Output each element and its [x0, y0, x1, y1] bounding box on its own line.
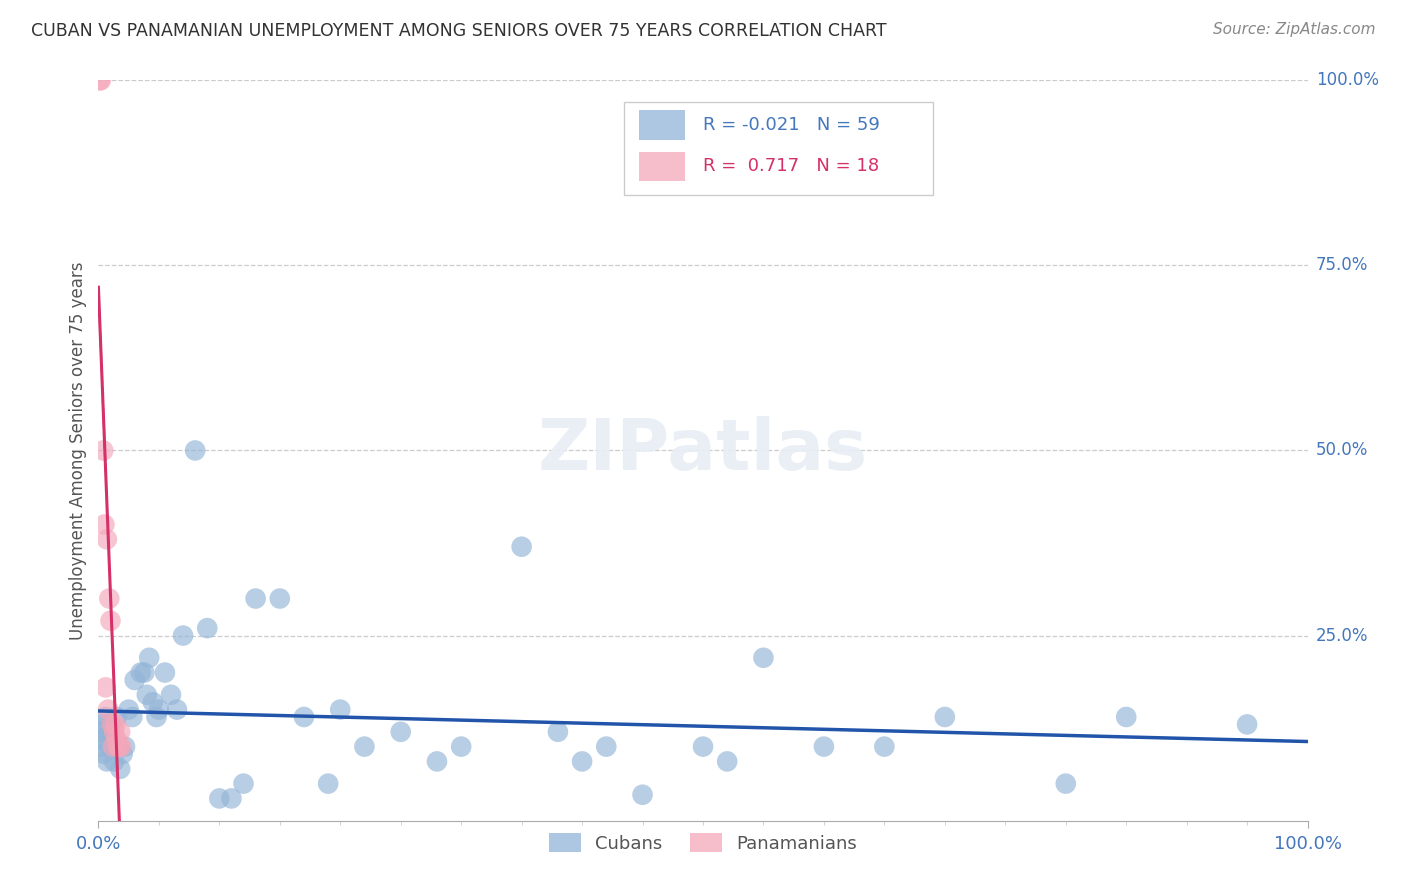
Text: Source: ZipAtlas.com: Source: ZipAtlas.com [1212, 22, 1375, 37]
Point [103, 724, 125, 739]
Point [121, 710, 143, 724]
Point [94, 710, 117, 724]
Point [89, 73, 111, 87]
Point [195, 621, 218, 635]
Point [1054, 776, 1077, 791]
Point [97, 703, 120, 717]
Point [114, 739, 136, 754]
Point [145, 710, 167, 724]
Legend: Cubans, Panamanians: Cubans, Panamanians [541, 826, 865, 860]
Point [353, 739, 375, 754]
Point [111, 747, 134, 761]
Point [329, 703, 352, 717]
Point [107, 739, 129, 754]
Point [94, 681, 117, 695]
Point [138, 650, 160, 665]
Point [91, 717, 114, 731]
Text: R =  0.717   N = 18: R = 0.717 N = 18 [703, 157, 879, 176]
Point [571, 755, 593, 769]
Point [108, 739, 131, 754]
Point [107, 739, 129, 754]
Point [160, 688, 183, 702]
Point [148, 703, 170, 717]
Point [124, 673, 146, 687]
Point [129, 665, 152, 680]
Text: 100.0%: 100.0% [1316, 71, 1379, 89]
Point [91, 443, 114, 458]
Point [135, 688, 157, 702]
Point [450, 739, 472, 754]
Point [101, 739, 124, 754]
Point [245, 591, 267, 606]
Text: 75.0%: 75.0% [1316, 256, 1368, 275]
Point [232, 776, 254, 791]
Point [208, 791, 231, 805]
Point [108, 724, 131, 739]
Point [100, 717, 122, 731]
Point [547, 724, 569, 739]
Point [873, 739, 896, 754]
Point [142, 695, 165, 709]
Point [89, 724, 111, 739]
Y-axis label: Unemployment Among Seniors over 75 years: Unemployment Among Seniors over 75 years [69, 261, 87, 640]
Point [103, 755, 125, 769]
Point [90, 739, 112, 754]
Point [105, 710, 128, 724]
Point [316, 776, 339, 791]
Text: CUBAN VS PANAMANIAN UNEMPLOYMENT AMONG SENIORS OVER 75 YEARS CORRELATION CHART: CUBAN VS PANAMANIAN UNEMPLOYMENT AMONG S… [31, 22, 887, 40]
Point [221, 791, 243, 805]
FancyBboxPatch shape [624, 103, 932, 195]
Point [93, 747, 115, 761]
Point [100, 732, 122, 747]
Point [716, 755, 738, 769]
Point [96, 755, 118, 769]
Point [105, 732, 128, 747]
Point [100, 614, 122, 628]
FancyBboxPatch shape [638, 152, 685, 181]
Point [292, 710, 315, 724]
FancyBboxPatch shape [638, 110, 685, 139]
Point [108, 762, 131, 776]
Text: ZIPatlas: ZIPatlas [538, 416, 868, 485]
Text: R = -0.021   N = 59: R = -0.021 N = 59 [703, 116, 880, 134]
Point [153, 665, 176, 680]
Point [510, 540, 533, 554]
Point [93, 517, 115, 532]
Point [692, 739, 714, 754]
Point [110, 739, 132, 754]
Point [934, 710, 956, 724]
Point [100, 717, 122, 731]
Point [631, 788, 654, 802]
Point [1236, 717, 1258, 731]
Point [98, 739, 121, 754]
Text: 25.0%: 25.0% [1316, 626, 1368, 645]
Text: 50.0%: 50.0% [1316, 442, 1368, 459]
Point [104, 717, 127, 731]
Point [426, 755, 449, 769]
Point [90, 73, 112, 87]
Point [97, 724, 120, 739]
Point [595, 739, 617, 754]
Point [184, 443, 207, 458]
Point [96, 533, 118, 547]
Point [269, 591, 291, 606]
Point [1115, 710, 1137, 724]
Point [98, 591, 121, 606]
Point [166, 703, 188, 717]
Point [172, 628, 194, 642]
Point [752, 650, 775, 665]
Point [134, 665, 156, 680]
Point [91, 732, 114, 747]
Point [389, 724, 412, 739]
Point [813, 739, 835, 754]
Point [118, 703, 141, 717]
